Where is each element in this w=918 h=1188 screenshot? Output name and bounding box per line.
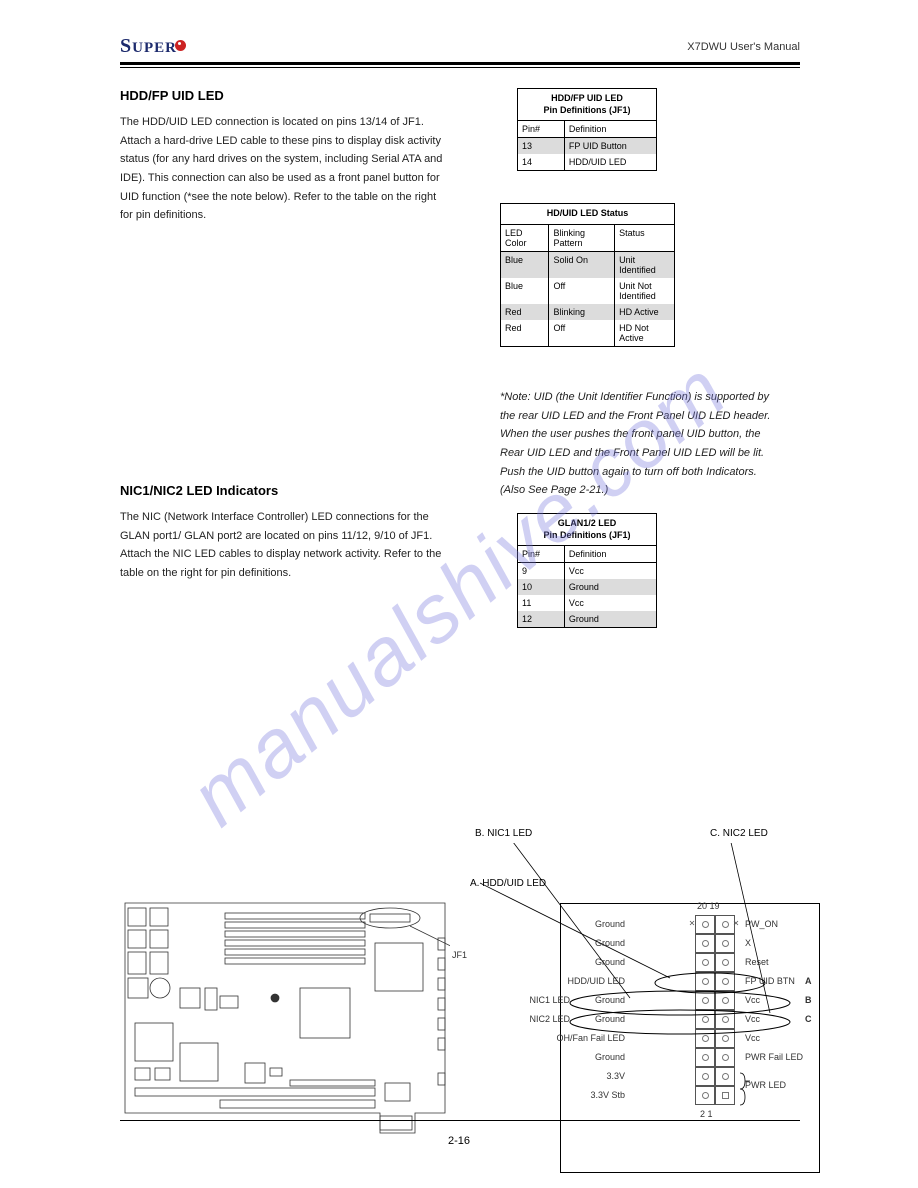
table3-headers: Pin# Definition	[518, 546, 656, 563]
table-row: Red Blinking HD Active	[501, 304, 674, 320]
header-rule	[120, 62, 800, 68]
table-row: 14 HDD/UID LED	[518, 154, 656, 170]
page-content: SUPER X7DWU User's Manual HDD/FP UID LED…	[120, 35, 800, 88]
jf1-l2: Ground	[595, 957, 625, 967]
jf1-r1: X	[745, 938, 751, 948]
footer-rule	[120, 1120, 800, 1121]
table-hdd-pins: HDD/FP UID LEDPin Definitions (JF1) Pin#…	[517, 88, 657, 171]
jf1-pin-column	[695, 915, 735, 1105]
jf1-l4: Ground	[595, 995, 625, 1005]
section1-body: The HDD/UID LED connection is located on…	[120, 113, 450, 225]
table-row: 11 Vcc	[518, 595, 656, 611]
table2-headers: LED Color Blinking Pattern Status	[501, 225, 674, 252]
mobo-svg	[120, 888, 450, 1143]
table3-title: GLAN1/2 LEDPin Definitions (JF1)	[518, 514, 656, 546]
page-header: SUPER X7DWU User's Manual	[120, 35, 800, 58]
jf1-l1: Ground	[595, 938, 625, 948]
section-hdd: HDD/FP UID LED The HDD/UID LED connectio…	[120, 88, 450, 225]
mark-b: B	[805, 995, 812, 1005]
jf1-r3: FP UID BTN	[745, 976, 795, 986]
jf1-l9: 3.3V Stb	[590, 1090, 625, 1100]
table1-headers: Pin# Definition	[518, 121, 656, 138]
jf1-r6: Vcc	[745, 1033, 760, 1043]
note-text: *Note: UID (the Unit Identifier Function…	[500, 388, 780, 500]
table-row: Blue Off Unit Not Identified	[501, 278, 674, 304]
doc-title: X7DWU User's Manual	[687, 41, 800, 53]
table-row: 9 Vcc	[518, 563, 656, 579]
jf1-sub-c: NIC2 LED	[529, 1014, 570, 1024]
jf1-l8: 3.3V	[606, 1071, 625, 1081]
table-row: Red Off HD Not Active	[501, 320, 674, 346]
table2-title: HD/UID LED Status	[501, 204, 674, 225]
pin-lbl-2019: 20 19	[697, 901, 720, 911]
table-nic-pins: GLAN1/2 LEDPin Definitions (JF1) Pin# De…	[517, 513, 657, 628]
table-row: Blue Solid On Unit Identified	[501, 252, 674, 278]
jf1-r5: Vcc	[745, 1014, 760, 1024]
jf1-r0: PW_ON	[745, 919, 778, 929]
table-row: 13 FP UID Button	[518, 138, 656, 154]
page-number: 2-16	[0, 1135, 918, 1147]
mark-c: C	[805, 1014, 812, 1024]
logo-letter-big: S	[120, 35, 132, 57]
jf1-r4: Vcc	[745, 995, 760, 1005]
jf1-sub-b: NIC1 LED	[529, 995, 570, 1005]
jf1-l6: OH/Fan Fail LED	[556, 1033, 625, 1043]
callout-c: C. NIC2 LED	[710, 828, 768, 839]
brand-logo: SUPER	[120, 35, 186, 58]
jf1-r7: PWR Fail LED	[745, 1052, 803, 1062]
jf1-r8: PWR LED	[745, 1080, 786, 1090]
jf1-detail: 20 19 2 1 Ground Ground Ground HDD/UID L…	[470, 843, 810, 1173]
jf1-l3: HDD/UID LED	[567, 976, 625, 986]
th-pin: Pin#	[518, 121, 565, 137]
table-hdd-status: HD/UID LED Status LED Color Blinking Pat…	[500, 203, 675, 347]
jf1-r2: Reset	[745, 957, 769, 967]
section-nic: NIC1/NIC2 LED Indicators The NIC (Networ…	[120, 483, 450, 583]
th-def: Definition	[565, 121, 656, 137]
jf1-l7: Ground	[595, 1052, 625, 1062]
section2-title: NIC1/NIC2 LED Indicators	[120, 483, 450, 498]
logo-dot-icon	[175, 40, 186, 51]
jf1-label: JF1	[452, 950, 467, 960]
pin-lbl-21: 2 1	[700, 1109, 713, 1119]
motherboard-diagram: JF1	[120, 888, 450, 1143]
table1-title: HDD/FP UID LEDPin Definitions (JF1)	[518, 89, 656, 121]
callout-b: B. NIC1 LED	[475, 828, 532, 839]
jf1-l0: Ground	[595, 919, 625, 929]
mark-a: A	[805, 976, 812, 986]
table-row: 10 Ground	[518, 579, 656, 595]
table-row: 12 Ground	[518, 611, 656, 627]
section1-title: HDD/FP UID LED	[120, 88, 450, 103]
section2-body: The NIC (Network Interface Controller) L…	[120, 508, 450, 583]
logo-rest: UPER	[132, 40, 177, 56]
jf1-l5: Ground	[595, 1014, 625, 1024]
